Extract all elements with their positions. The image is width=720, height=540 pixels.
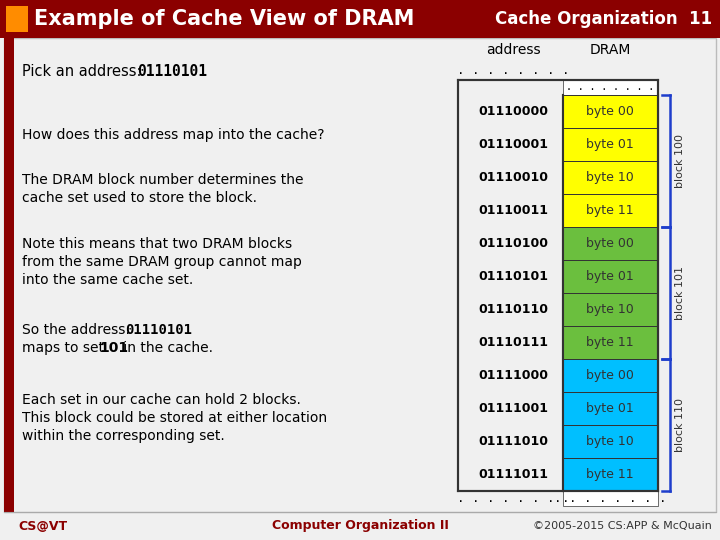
Bar — [6, 6, 28, 32]
Text: CS@VT: CS@VT — [18, 519, 67, 532]
Text: within the corresponding set.: within the corresponding set. — [22, 429, 225, 443]
Text: Each set in our cache can hold 2 blocks.: Each set in our cache can hold 2 blocks. — [22, 393, 301, 407]
Bar — [563, 293, 658, 326]
Bar — [563, 425, 658, 458]
Text: Computer Organization II: Computer Organization II — [271, 519, 449, 532]
Text: byte 11: byte 11 — [586, 336, 634, 349]
Text: byte 10: byte 10 — [586, 435, 634, 448]
Bar — [563, 359, 658, 392]
Text: Example of Cache View of DRAM: Example of Cache View of DRAM — [34, 9, 415, 29]
Text: cache set used to store the block.: cache set used to store the block. — [22, 191, 257, 205]
Text: How does this address map into the cache?: How does this address map into the cache… — [22, 128, 325, 142]
Text: The DRAM block number determines the: The DRAM block number determines the — [22, 173, 304, 187]
Bar — [563, 491, 658, 506]
Text: byte 01: byte 01 — [586, 270, 634, 283]
Text: 01110111: 01110111 — [478, 336, 548, 349]
Text: . . . . . . . .: . . . . . . . . — [554, 492, 666, 505]
Text: 01110101: 01110101 — [125, 323, 192, 337]
Text: maps to set: maps to set — [22, 341, 109, 355]
Bar — [563, 128, 658, 161]
Text: ©2005-2015 CS:APP & McQuain: ©2005-2015 CS:APP & McQuain — [533, 521, 712, 531]
Bar — [563, 458, 658, 491]
Bar — [563, 95, 658, 491]
Text: 01111000: 01111000 — [478, 369, 548, 382]
Text: 01110001: 01110001 — [478, 138, 548, 151]
Text: DRAM: DRAM — [589, 43, 631, 57]
Text: byte 10: byte 10 — [586, 303, 634, 316]
Text: . . . . . . . .: . . . . . . . . — [456, 492, 570, 505]
Text: 01111010: 01111010 — [478, 435, 548, 448]
Text: . . . . . . . .: . . . . . . . . — [456, 64, 570, 77]
Text: into the same cache set.: into the same cache set. — [22, 273, 193, 287]
Text: 01111001: 01111001 — [478, 402, 548, 415]
Text: This block could be stored at either location: This block could be stored at either loc… — [22, 411, 327, 425]
Text: 01110010: 01110010 — [478, 171, 548, 184]
Text: byte 00: byte 00 — [586, 105, 634, 118]
Text: block 101: block 101 — [675, 266, 685, 320]
Text: 01111011: 01111011 — [478, 468, 548, 481]
Bar — [4, 38, 14, 512]
Bar — [563, 194, 658, 227]
Text: 01110011: 01110011 — [478, 204, 548, 217]
Text: So the address:: So the address: — [22, 323, 130, 337]
Bar — [458, 80, 658, 491]
Bar — [0, 0, 720, 38]
Text: from the same DRAM group cannot map: from the same DRAM group cannot map — [22, 255, 302, 269]
Text: byte 11: byte 11 — [586, 468, 634, 481]
Bar — [563, 161, 658, 194]
Text: address: address — [486, 43, 540, 57]
Text: in the cache.: in the cache. — [119, 341, 213, 355]
Text: byte 01: byte 01 — [586, 402, 634, 415]
Text: Cache Organization  11: Cache Organization 11 — [495, 10, 712, 28]
Text: 01110101: 01110101 — [478, 270, 548, 283]
Text: 01110000: 01110000 — [478, 105, 548, 118]
Text: byte 00: byte 00 — [586, 369, 634, 382]
Text: . . . . . . . .: . . . . . . . . — [566, 83, 654, 92]
Text: 01110110: 01110110 — [478, 303, 548, 316]
Bar — [563, 80, 658, 95]
Bar — [563, 227, 658, 260]
Text: 01110100: 01110100 — [478, 237, 548, 250]
Text: byte 11: byte 11 — [586, 204, 634, 217]
Text: Note this means that two DRAM blocks: Note this means that two DRAM blocks — [22, 237, 292, 251]
Text: Pick an address:: Pick an address: — [22, 64, 142, 79]
Text: 01110101: 01110101 — [137, 64, 207, 79]
Bar — [563, 95, 658, 128]
Bar — [563, 392, 658, 425]
Text: byte 10: byte 10 — [586, 171, 634, 184]
Text: 101: 101 — [99, 341, 128, 355]
Text: byte 00: byte 00 — [586, 237, 634, 250]
Text: block 110: block 110 — [675, 398, 685, 452]
Bar — [563, 326, 658, 359]
Bar — [563, 260, 658, 293]
Text: block 100: block 100 — [675, 134, 685, 188]
Bar — [4, 38, 716, 512]
Text: byte 01: byte 01 — [586, 138, 634, 151]
